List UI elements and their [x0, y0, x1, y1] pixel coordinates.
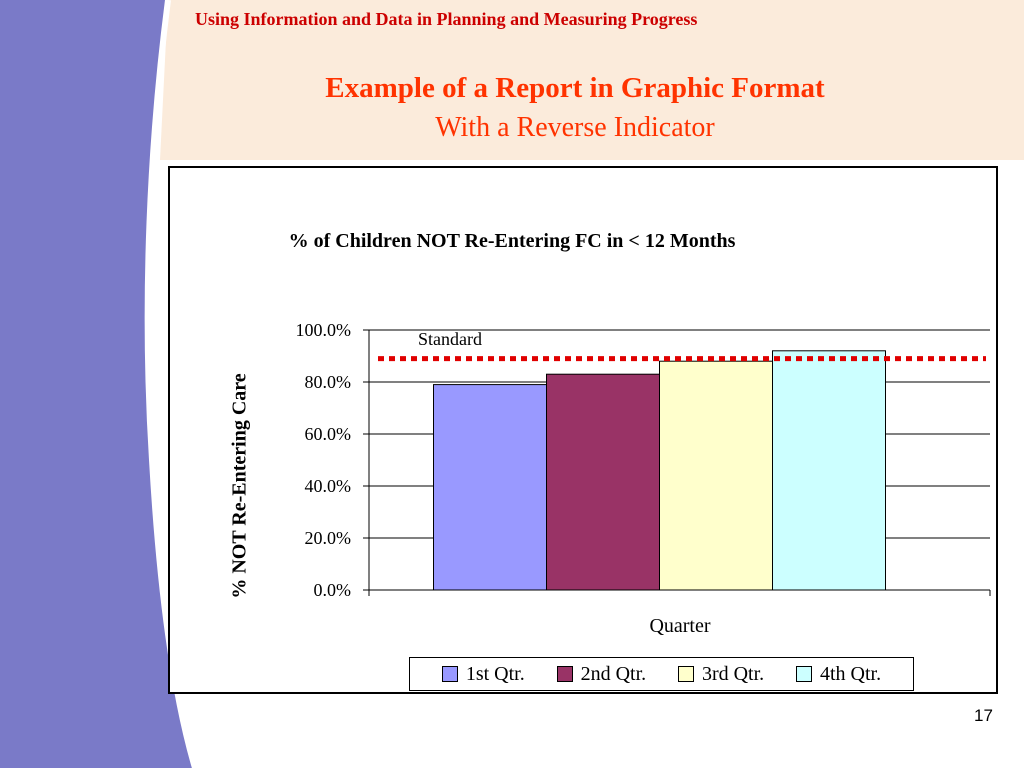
slide-header: Using Information and Data in Planning a…	[195, 9, 698, 29]
legend-item-q2: 2nd Qtr.	[556, 662, 647, 686]
legend-swatch-q2	[556, 666, 573, 682]
x-axis-label: Quarter	[649, 615, 711, 637]
y-tick-label: 20.0%	[305, 528, 352, 548]
legend-item-q4: 4th Qtr.	[796, 663, 881, 686]
legend-swatch-q1	[441, 666, 458, 682]
legend-label-q4: 4th Qtr.	[820, 662, 882, 685]
bar-q4	[772, 350, 886, 591]
legend-swatch-q3	[677, 666, 694, 682]
slide-title: Example of a Report in Graphic Format	[325, 72, 825, 104]
y-axis-label: % NOT Re-Entering Care	[228, 373, 251, 599]
y-tick-label: 100.0%	[296, 320, 352, 340]
legend-label-q3: 3rd Qtr.	[701, 662, 765, 685]
bar-q2	[546, 373, 660, 591]
page-number: 17	[974, 706, 993, 725]
bar-q3	[659, 360, 773, 591]
legend-label-q1: 1st Qtr.	[465, 662, 525, 685]
y-tick-label: 0.0%	[314, 580, 352, 600]
legend-item-q3: 3rd Qtr.	[677, 662, 765, 686]
chart-title: % of Children NOT Re-Entering FC in < 12…	[288, 230, 736, 252]
legend-swatch-q4	[796, 666, 812, 682]
bar-q1	[433, 384, 547, 591]
y-tick-label: 40.0%	[305, 476, 352, 496]
y-tick-label: 60.0%	[305, 424, 352, 444]
legend-label-q2: 2nd Qtr.	[580, 662, 647, 685]
slide-subtitle: With a Reverse Indicator	[435, 112, 715, 143]
chart-legend: 1st Qtr. 2nd Qtr. 3rd Qtr. 4th Qtr.	[409, 657, 914, 691]
standard-label: Standard	[418, 329, 482, 349]
y-tick-label: 80.0%	[305, 372, 352, 392]
legend-item-q1: 1st Qtr.	[441, 662, 525, 686]
